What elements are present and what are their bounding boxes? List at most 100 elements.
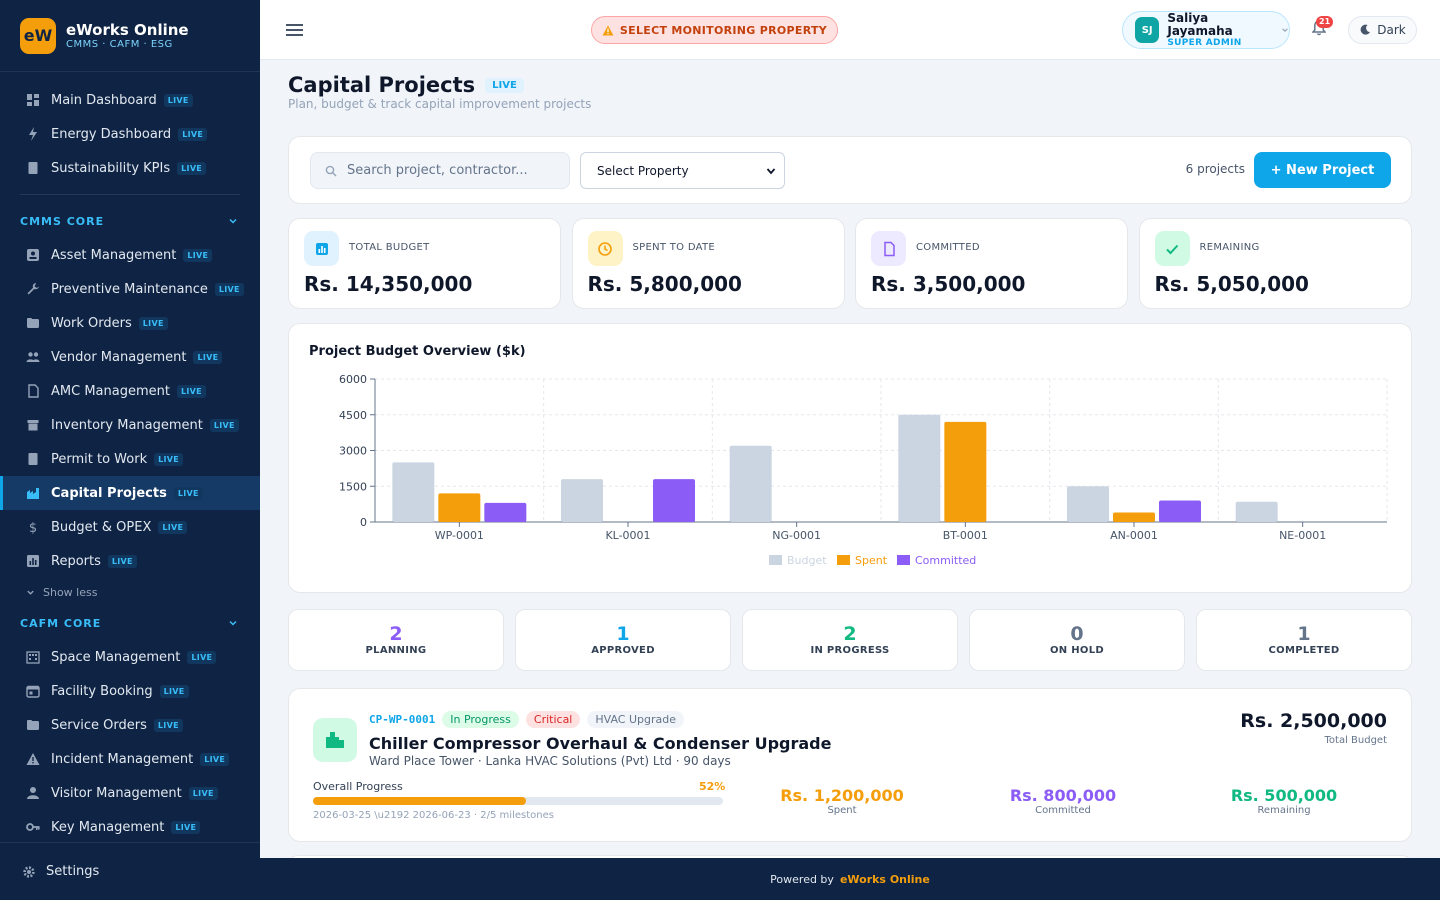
bar-budget-ng-0001 <box>729 445 772 522</box>
live-badge: LIVE <box>187 650 217 664</box>
user-name: Saliya Jayamaha <box>1167 11 1233 38</box>
user-menu[interactable]: SJ Saliya Jayamaha SUPER ADMIN <box>1122 11 1290 49</box>
x-tick-label: KL-0001 <box>605 529 650 542</box>
sidebar-item-facility-booking[interactable]: Facility Booking LIVE <box>0 674 260 708</box>
sidebar-item-reports[interactable]: Reports LIVE <box>0 544 260 578</box>
show-less-label: Show less <box>43 585 98 599</box>
stat-label: SPENT TO DATE <box>632 242 716 253</box>
clock-icon <box>587 231 623 266</box>
sidebar-item-label: Energy Dashboard <box>51 126 172 142</box>
status-label: IN PROGRESS <box>810 645 890 656</box>
sidebar-item-vendor-management[interactable]: Vendor Management LIVE <box>0 340 260 374</box>
bar-budget-kl-0001 <box>561 479 603 522</box>
sidebar-item-label: Vendor Management <box>51 349 187 365</box>
x-tick-label: BT-0001 <box>943 529 988 542</box>
spent-amount: Rs. 1,200,000 <box>780 786 904 805</box>
person-icon <box>26 786 40 800</box>
user-role: SUPER ADMIN <box>1167 38 1242 48</box>
new-project-button[interactable]: + New Project <box>1254 152 1391 188</box>
select-monitoring-property-button[interactable]: SELECT MONITORING PROPERTY <box>591 16 838 44</box>
bar-budget-bt-0001 <box>898 414 941 522</box>
live-badge: LIVE <box>158 520 188 534</box>
section-cmms-core[interactable]: CMMS CORE <box>0 204 260 238</box>
y-tick-label: 1500 <box>339 480 367 493</box>
notification-count-badge: 21 <box>1316 16 1334 28</box>
chevron-down-icon <box>766 166 776 176</box>
people-icon <box>26 350 40 364</box>
live-badge: LIVE <box>188 786 218 800</box>
sidebar-item-energy-dashboard[interactable]: Energy Dashboard LIVE <box>0 117 260 151</box>
footer: Powered by eWorks Online <box>260 858 1440 900</box>
sidebar-item-sustainability-kpis[interactable]: Sustainability KPIs LIVE <box>0 151 260 185</box>
sidebar-item-settings[interactable]: Settings <box>0 842 260 900</box>
legend-swatch-spent <box>837 555 850 565</box>
folder-icon <box>26 718 40 732</box>
sidebar-item-work-orders[interactable]: Work Orders LIVE <box>0 306 260 340</box>
legend-swatch-budget <box>769 555 782 565</box>
sidebar-item-service-orders[interactable]: Service Orders LIVE <box>0 708 260 742</box>
bar-committed-an-0001 <box>1159 500 1201 522</box>
sidebar-item-amc-management[interactable]: AMC Management LIVE <box>0 374 260 408</box>
legend-label-committed: Committed <box>915 554 976 567</box>
section-title: CAFM CORE <box>20 616 102 630</box>
sheet-icon <box>26 452 40 466</box>
show-less-toggle[interactable]: Show less <box>0 578 260 606</box>
sidebar-item-label: AMC Management <box>51 383 170 399</box>
search-input[interactable]: Search project, contractor... <box>310 152 570 189</box>
status-card-completed[interactable]: 1 COMPLETED <box>1196 609 1412 671</box>
budget-chart-card: Project Budget Overview ($k) 6000 4500 300… <box>288 323 1412 593</box>
theme-toggle-button[interactable]: Dark <box>1348 16 1417 44</box>
sidebar-item-inventory-management[interactable]: Inventory Management LIVE <box>0 408 260 442</box>
sidebar-item-key-management[interactable]: Key Management LIVE <box>0 810 260 844</box>
sheet-icon <box>26 161 40 175</box>
document-icon <box>26 384 40 398</box>
sidebar-item-capital-projects[interactable]: Capital Projects LIVE <box>0 476 260 510</box>
project-code: CP-WP-0001 <box>369 713 436 726</box>
sidebar-item-label: Capital Projects <box>51 485 167 501</box>
check-icon <box>1154 231 1190 266</box>
status-card-in-progress[interactable]: 2 IN PROGRESS <box>742 609 958 671</box>
sidebar-item-label: Reports <box>51 553 101 569</box>
sidebar-item-space-management[interactable]: Space Management LIVE <box>0 640 260 674</box>
brand[interactable]: eW eWorks Online CMMS · CAFM · ESG <box>0 0 260 72</box>
project-total-label: Total Budget <box>1324 735 1388 746</box>
sidebar-item-budget-and-opex[interactable]: $ Budget & OPEX LIVE <box>0 510 260 544</box>
project-card[interactable]: CP-WP-0001 In Progress Critical HVAC Upg… <box>288 688 1412 842</box>
sidebar-item-main-dashboard[interactable]: Main Dashboard LIVE <box>0 83 260 117</box>
project-icon <box>313 718 357 762</box>
status-label: PLANNING <box>365 645 427 656</box>
project-dates: 2026-03-25 \u2192 2026-06-23 · 2/5 miles… <box>313 810 554 821</box>
sidebar-item-incident-management[interactable]: Incident Management LIVE <box>0 742 260 776</box>
asset-icon <box>26 248 40 262</box>
y-tick-label: 4500 <box>339 409 367 422</box>
sidebar-item-preventive-maintenance[interactable]: Preventive Maintenance LIVE <box>0 272 260 306</box>
remaining-amount: Rs. 500,000 <box>1230 786 1338 805</box>
warning-icon <box>26 752 40 766</box>
key-icon <box>26 820 40 834</box>
status-chip: In Progress <box>442 711 519 728</box>
bar-budget-ne-0001 <box>1235 501 1278 522</box>
sidebar-item-permit-to-work[interactable]: Permit to Work LIVE <box>0 442 260 476</box>
section-cafm-core[interactable]: CAFM CORE <box>0 606 260 640</box>
sidebar-item-label: Space Management <box>51 649 181 665</box>
status-card-on-hold[interactable]: 0 ON HOLD <box>969 609 1185 671</box>
bar-spent-an-0001 <box>1113 512 1155 522</box>
status-card-planning[interactable]: 2 PLANNING <box>288 609 504 671</box>
live-badge: LIVE <box>163 93 193 107</box>
menu-icon[interactable] <box>286 20 304 40</box>
sidebar-item-label: Asset Management <box>51 247 177 263</box>
sidebar-item-label: Work Orders <box>51 315 132 331</box>
bar-spent-bt-0001 <box>944 421 987 522</box>
bar-chart-icon <box>304 231 339 266</box>
live-badge: LIVE <box>171 820 201 834</box>
stat-card-remaining: REMAINING Rs. 5,050,000 <box>1138 218 1412 309</box>
property-select[interactable]: Select Property <box>580 152 785 189</box>
brand-subtitle: CMMS · CAFM · ESG <box>66 39 173 50</box>
live-badge: LIVE <box>209 418 239 432</box>
status-card-approved[interactable]: 1 APPROVED <box>515 609 731 671</box>
project-meta: Ward Place Tower · Lanka HVAC Solutions … <box>369 754 731 768</box>
stat-value: Rs. 3,500,000 <box>871 272 1026 296</box>
sidebar-item-asset-management[interactable]: Asset Management LIVE <box>0 238 260 272</box>
sidebar-item-visitor-management[interactable]: Visitor Management LIVE <box>0 776 260 810</box>
status-count: 1 <box>1297 623 1311 645</box>
